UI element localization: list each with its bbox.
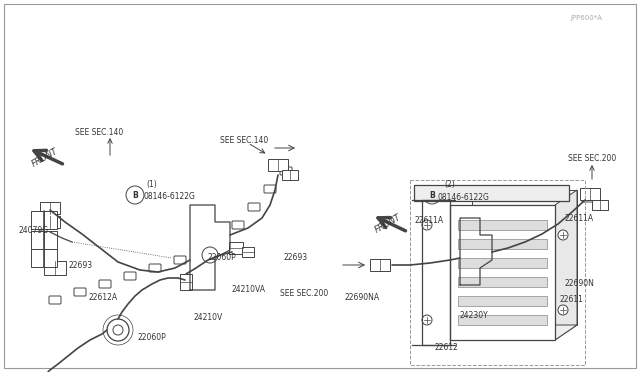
Bar [472, 190, 577, 325]
Text: SEE SEC.140: SEE SEC.140 [220, 135, 268, 144]
FancyBboxPatch shape [124, 272, 136, 280]
FancyBboxPatch shape [264, 185, 276, 193]
Text: 08146-6122G: 08146-6122G [144, 192, 196, 201]
Text: 08146-6122G: 08146-6122G [438, 192, 490, 202]
Circle shape [422, 220, 432, 230]
Text: 22690NA: 22690NA [345, 294, 380, 302]
Text: 22612: 22612 [435, 343, 459, 353]
Text: 22690N: 22690N [565, 279, 595, 288]
FancyBboxPatch shape [99, 280, 111, 288]
Text: FRONT: FRONT [30, 147, 60, 169]
Bar [31, 249, 57, 267]
FancyBboxPatch shape [538, 218, 550, 226]
Text: FRONT: FRONT [373, 213, 403, 235]
Circle shape [558, 305, 568, 315]
FancyBboxPatch shape [516, 230, 528, 238]
Bar [370, 259, 390, 271]
Bar [450, 205, 555, 340]
Bar [458, 239, 547, 249]
Text: 24210VA: 24210VA [232, 285, 266, 295]
Bar [592, 200, 608, 210]
Text: (1): (1) [147, 180, 157, 189]
FancyBboxPatch shape [232, 221, 244, 229]
FancyBboxPatch shape [49, 296, 61, 304]
Polygon shape [450, 325, 577, 340]
Circle shape [126, 186, 144, 204]
Bar [458, 220, 547, 230]
Text: SEE SEC.200: SEE SEC.200 [280, 289, 328, 298]
Text: 22060P: 22060P [138, 334, 167, 343]
Bar [268, 159, 288, 171]
Text: (2): (2) [445, 180, 456, 189]
FancyBboxPatch shape [280, 167, 292, 175]
Text: SEE SEC.140: SEE SEC.140 [75, 128, 124, 137]
Text: B: B [132, 190, 138, 199]
Text: B: B [429, 190, 435, 199]
Bar [180, 274, 192, 290]
Polygon shape [555, 190, 577, 340]
Text: 22693: 22693 [284, 253, 308, 263]
Text: 24210V: 24210V [193, 314, 222, 323]
Circle shape [107, 319, 129, 341]
Bar [31, 211, 57, 229]
FancyBboxPatch shape [74, 288, 86, 296]
Bar [31, 231, 57, 249]
Text: JPP600*A: JPP600*A [570, 15, 602, 21]
Bar [242, 247, 254, 257]
Text: 24230Y: 24230Y [460, 311, 489, 320]
Text: 22611A: 22611A [565, 214, 594, 222]
Text: 22611A: 22611A [415, 215, 444, 224]
Text: 22693: 22693 [68, 260, 92, 269]
Text: 22611: 22611 [560, 295, 584, 305]
Bar [458, 296, 547, 306]
Circle shape [423, 186, 441, 204]
Bar [458, 258, 547, 268]
FancyBboxPatch shape [494, 242, 506, 250]
Bar [282, 170, 298, 180]
Text: 24079G: 24079G [18, 225, 48, 234]
Bar [44, 261, 66, 275]
Text: 22612A: 22612A [88, 294, 117, 302]
Bar [580, 188, 600, 200]
Circle shape [558, 230, 568, 240]
Circle shape [113, 325, 123, 335]
Circle shape [422, 315, 432, 325]
Bar [229, 242, 243, 254]
Bar [458, 315, 547, 325]
Bar [40, 216, 60, 228]
Bar [410, 180, 585, 365]
Text: 22060P: 22060P [208, 253, 237, 263]
Bar [414, 185, 569, 201]
FancyBboxPatch shape [560, 206, 572, 214]
Bar [458, 277, 547, 287]
FancyBboxPatch shape [174, 256, 186, 264]
FancyBboxPatch shape [248, 203, 260, 211]
FancyBboxPatch shape [149, 264, 161, 272]
Bar [40, 202, 60, 214]
Text: SEE SEC.200: SEE SEC.200 [568, 154, 616, 163]
FancyBboxPatch shape [582, 194, 594, 202]
